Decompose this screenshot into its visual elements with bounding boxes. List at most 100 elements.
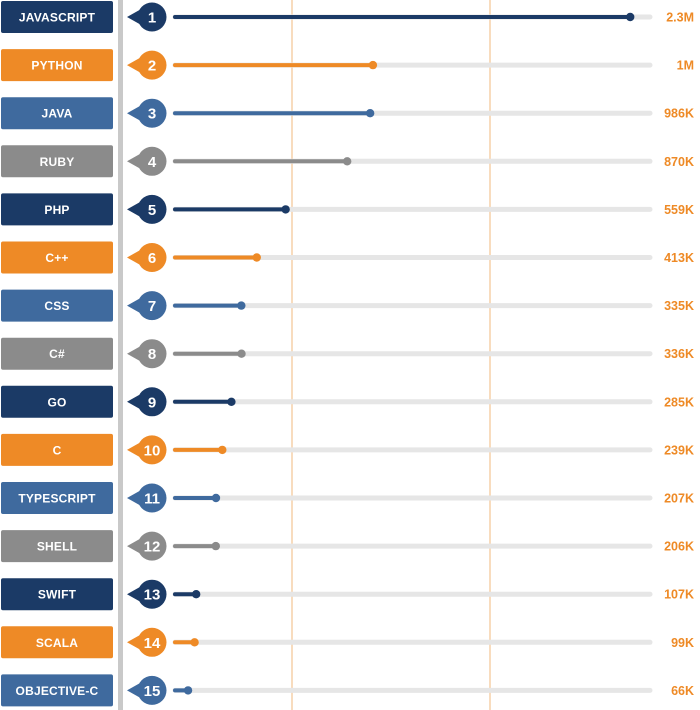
value-label: 559K (664, 203, 694, 217)
value-dot (190, 638, 199, 647)
value-label: 206K (664, 540, 694, 554)
rank-marker (137, 146, 167, 176)
language-label: CSS (44, 299, 69, 313)
value-label: 413K (664, 251, 694, 265)
value-dot (252, 253, 261, 262)
rank-marker (137, 579, 167, 609)
rank-number: 5 (148, 202, 156, 219)
value-dot (227, 397, 236, 406)
value-dot (342, 157, 352, 166)
value-label: 335K (664, 299, 694, 313)
chart-row: C# 8 336K (1, 337, 694, 370)
chart-row: JAVASCRIPT 1 2.3M (1, 1, 694, 33)
language-label-box (1, 145, 113, 178)
rank-number: 11 (144, 491, 160, 508)
rank-number: 6 (148, 250, 156, 267)
rank-marker (137, 531, 167, 561)
rank-number: 8 (148, 346, 156, 363)
language-label: TYPESCRIPT (18, 492, 96, 506)
language-label: C# (49, 347, 65, 361)
chart-row: C 10 239K (1, 433, 694, 466)
rank-number: 2 (148, 58, 156, 75)
value-dot (365, 109, 375, 118)
value-dot (191, 590, 201, 599)
value-dot (218, 445, 227, 455)
language-label-box (1, 482, 113, 514)
language-label-box (1, 289, 113, 322)
chart-row: SHELL 12 206K (1, 530, 694, 563)
rank-marker (137, 339, 167, 369)
rank-number: 15 (144, 683, 161, 700)
language-label-box (1, 530, 113, 563)
rank-number: 7 (148, 298, 156, 315)
chart-row: PHP 5 559K (1, 193, 694, 226)
chart-row: SCALA 14 99K (1, 626, 694, 659)
rank-marker (137, 98, 167, 128)
rank-marker (137, 2, 167, 32)
language-label-box (1, 1, 113, 33)
rank-marker (137, 387, 167, 417)
chart-row: OBJECTIVE-C 15 66K (1, 674, 694, 707)
rank-marker (137, 243, 167, 272)
rank-marker (137, 50, 167, 80)
chart-row: TYPESCRIPT 11 207K (1, 482, 694, 514)
language-label: SHELL (37, 540, 77, 554)
value-dot (211, 493, 221, 503)
value-dot (281, 205, 290, 214)
language-label: SCALA (36, 636, 78, 650)
rank-marker (137, 675, 167, 705)
language-label-box (1, 626, 113, 659)
chart-row: SWIFT 13 107K (1, 578, 694, 611)
chart-row: C++ 6 413K (1, 241, 694, 274)
value-label: 2.3M (666, 11, 694, 25)
language-label: SWIFT (38, 588, 77, 602)
value-dot (626, 12, 635, 22)
rank-number: 1 (148, 10, 156, 27)
language-label-box (1, 193, 113, 226)
value-label: 870K (664, 155, 694, 169)
value-label: 66K (671, 684, 694, 698)
rank-number: 14 (144, 635, 161, 652)
rank-number: 4 (148, 154, 157, 171)
language-label: OBJECTIVE-C (16, 684, 99, 698)
chart-row: PYTHON 2 1M (1, 49, 694, 82)
rank-number: 12 (144, 539, 161, 556)
language-label-box (1, 241, 113, 274)
value-dot (211, 541, 220, 551)
value-label: 207K (664, 492, 694, 506)
language-label: GO (47, 395, 66, 409)
language-label-box (1, 433, 113, 466)
value-dot (368, 60, 378, 70)
value-dot (237, 349, 246, 358)
value-dot (237, 301, 246, 310)
value-label: 99K (671, 636, 694, 650)
rank-number: 10 (144, 442, 161, 459)
rank-number: 13 (144, 587, 161, 604)
rank-marker (137, 194, 167, 224)
value-label: 1M (677, 59, 694, 73)
value-label: 336K (664, 347, 694, 361)
language-label-box (1, 49, 113, 82)
language-label-box (1, 337, 113, 370)
rank-marker (137, 483, 167, 513)
language-label: C++ (45, 251, 68, 265)
value-dot (183, 686, 193, 695)
value-label: 986K (664, 107, 694, 121)
value-label: 239K (664, 443, 694, 457)
value-label: 107K (664, 588, 694, 602)
rank-number: 3 (148, 106, 156, 123)
language-label-box (1, 578, 113, 611)
chart-row: CSS 7 335K (1, 289, 694, 322)
language-label: PYTHON (31, 59, 82, 73)
language-label: JAVASCRIPT (19, 11, 96, 25)
rank-number: 9 (148, 394, 156, 411)
chart-row: JAVA 3 986K (1, 97, 694, 130)
language-label: PHP (44, 203, 69, 217)
language-label: RUBY (40, 155, 75, 169)
language-label-box (1, 97, 113, 130)
chart-row: GO 9 285K (1, 385, 694, 418)
language-label: C (53, 443, 62, 457)
value-label: 285K (664, 395, 694, 409)
